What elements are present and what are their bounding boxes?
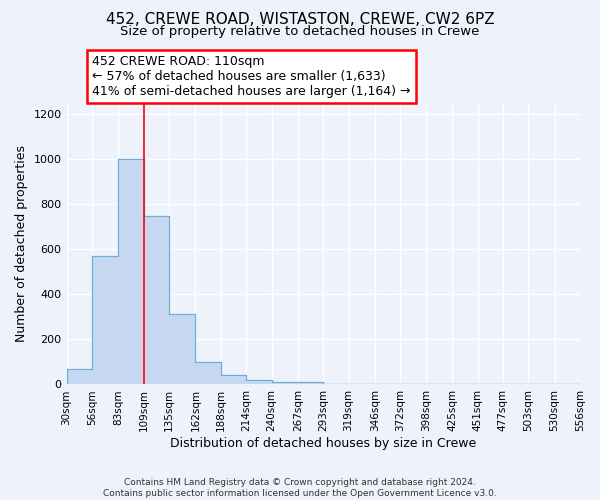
- Text: Size of property relative to detached houses in Crewe: Size of property relative to detached ho…: [121, 25, 479, 38]
- Polygon shape: [67, 160, 580, 384]
- Y-axis label: Number of detached properties: Number of detached properties: [15, 146, 28, 342]
- X-axis label: Distribution of detached houses by size in Crewe: Distribution of detached houses by size …: [170, 437, 476, 450]
- Text: 452 CREWE ROAD: 110sqm
← 57% of detached houses are smaller (1,633)
41% of semi-: 452 CREWE ROAD: 110sqm ← 57% of detached…: [92, 54, 411, 98]
- Text: Contains HM Land Registry data © Crown copyright and database right 2024.
Contai: Contains HM Land Registry data © Crown c…: [103, 478, 497, 498]
- Text: 452, CREWE ROAD, WISTASTON, CREWE, CW2 6PZ: 452, CREWE ROAD, WISTASTON, CREWE, CW2 6…: [106, 12, 494, 28]
